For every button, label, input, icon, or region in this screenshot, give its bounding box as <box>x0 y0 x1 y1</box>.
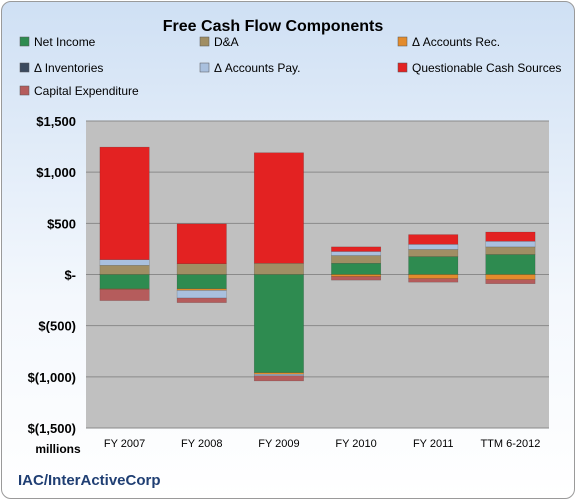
y-tick-label: $(500) <box>38 319 76 334</box>
x-tick-label: TTM 6-2012 <box>480 438 540 450</box>
bar-segment <box>176 297 227 303</box>
legend-swatch <box>397 62 408 73</box>
units-label: millions <box>35 442 81 456</box>
bar-segment <box>408 234 459 245</box>
bar-segment <box>99 274 150 290</box>
legend-swatch <box>199 62 210 73</box>
bar-segment <box>176 290 227 299</box>
bar-segment <box>408 274 459 279</box>
bar-segment <box>485 240 536 248</box>
bar-segment <box>176 263 227 275</box>
legend-label: Δ Inventories <box>34 61 103 75</box>
bar-segment <box>485 231 536 242</box>
x-tick-label: FY 2008 <box>181 438 222 450</box>
x-tick-label: FY 2011 <box>413 438 454 450</box>
legend-label: D&A <box>214 35 239 49</box>
bar-segment <box>99 288 150 290</box>
legend-swatch <box>199 36 210 47</box>
bar-segment <box>99 265 150 275</box>
y-tick-label: $(1,500) <box>28 421 76 436</box>
legend-label: Δ Accounts Pay. <box>214 61 301 75</box>
y-tick-label: $1,000 <box>36 165 76 180</box>
bar-segment <box>485 274 536 280</box>
legend-label: Questionable Cash Sources <box>412 61 561 75</box>
company-name: IAC/InterActiveCorp <box>18 472 161 489</box>
bar-segment <box>99 146 150 260</box>
bar-segment <box>176 223 227 265</box>
bar-segment <box>408 278 459 283</box>
gridlines <box>86 120 549 429</box>
y-tick-label: $(1,000) <box>28 370 76 385</box>
bar-segment <box>485 279 536 284</box>
legend-swatch <box>19 85 30 96</box>
bar-segment <box>331 255 382 264</box>
legend-swatch <box>19 62 30 73</box>
bar-segment <box>253 152 304 264</box>
legend-label: Δ Accounts Rec. <box>412 35 500 49</box>
bar-segment <box>485 246 536 255</box>
bar-segment <box>485 254 536 275</box>
bar-segment <box>253 262 304 275</box>
legend-label: Net Income <box>34 35 96 49</box>
x-tick-label: FY 2007 <box>104 438 145 450</box>
x-axis: FY 2007 FY 2008 FY 2009 FY 2010 FY 2011 TTM 6… <box>104 438 540 450</box>
bar-segment <box>331 246 382 252</box>
legend-label: Capital Expenditure <box>34 84 139 98</box>
bar-segment <box>408 256 459 275</box>
bar-segment <box>331 276 382 281</box>
bar-segment <box>331 262 382 275</box>
bar-segment <box>176 274 227 290</box>
bar-segment <box>408 249 459 257</box>
y-tick-label: $500 <box>47 216 76 231</box>
bar-segment <box>408 244 459 250</box>
bar-segment <box>99 259 150 266</box>
bar-segment <box>331 251 382 256</box>
bar-segment <box>99 289 150 301</box>
bars <box>99 146 536 382</box>
y-tick-label: $- <box>64 268 76 283</box>
legend: Net Income D&A Δ Accounts Rec. Δ Inventorie… <box>19 35 561 98</box>
x-tick-label: FY 2010 <box>335 438 376 450</box>
chart-title: Free Cash Flow Components <box>163 18 384 35</box>
bar-segment <box>331 274 382 277</box>
y-axis: $1,500 $1,000 $500 $- $(500) $(1,000) $(1,500) <box>28 114 76 436</box>
y-tick-label: $1,500 <box>36 114 76 129</box>
x-tick-label: FY 2009 <box>258 438 299 450</box>
legend-swatch <box>397 36 408 47</box>
bar-segment <box>253 375 304 382</box>
legend-swatch <box>19 36 30 47</box>
bar-segment <box>253 274 304 373</box>
